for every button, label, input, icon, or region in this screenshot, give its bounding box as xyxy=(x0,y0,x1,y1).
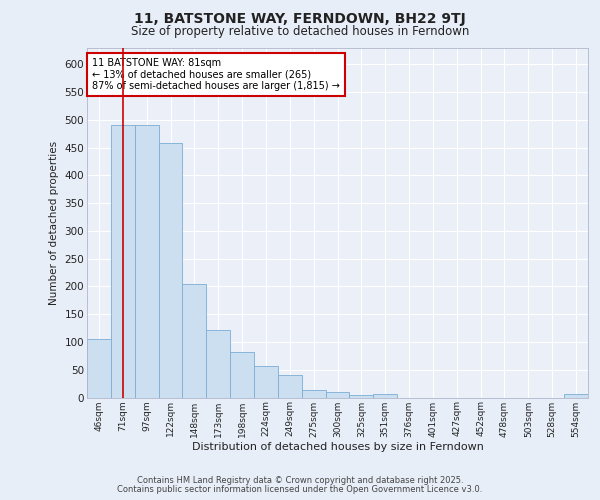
Text: 11, BATSTONE WAY, FERNDOWN, BH22 9TJ: 11, BATSTONE WAY, FERNDOWN, BH22 9TJ xyxy=(134,12,466,26)
Bar xyxy=(349,396,373,398)
Bar xyxy=(158,143,182,398)
Bar xyxy=(326,392,349,398)
Bar xyxy=(87,339,111,398)
Y-axis label: Number of detached properties: Number of detached properties xyxy=(49,140,59,304)
Text: Contains HM Land Registry data © Crown copyright and database right 2025.: Contains HM Land Registry data © Crown c… xyxy=(137,476,463,485)
Bar xyxy=(373,394,397,398)
Text: 11 BATSTONE WAY: 81sqm
← 13% of detached houses are smaller (265)
87% of semi-de: 11 BATSTONE WAY: 81sqm ← 13% of detached… xyxy=(92,58,340,91)
Bar xyxy=(254,366,278,398)
Text: Contains public sector information licensed under the Open Government Licence v3: Contains public sector information licen… xyxy=(118,485,482,494)
X-axis label: Distribution of detached houses by size in Ferndown: Distribution of detached houses by size … xyxy=(191,442,484,452)
Bar xyxy=(278,376,302,398)
Bar xyxy=(182,284,206,398)
Bar xyxy=(302,390,326,398)
Bar xyxy=(230,352,254,398)
Bar xyxy=(135,126,158,398)
Bar xyxy=(206,330,230,398)
Bar xyxy=(111,126,135,398)
Bar xyxy=(564,394,588,398)
Text: Size of property relative to detached houses in Ferndown: Size of property relative to detached ho… xyxy=(131,25,469,38)
